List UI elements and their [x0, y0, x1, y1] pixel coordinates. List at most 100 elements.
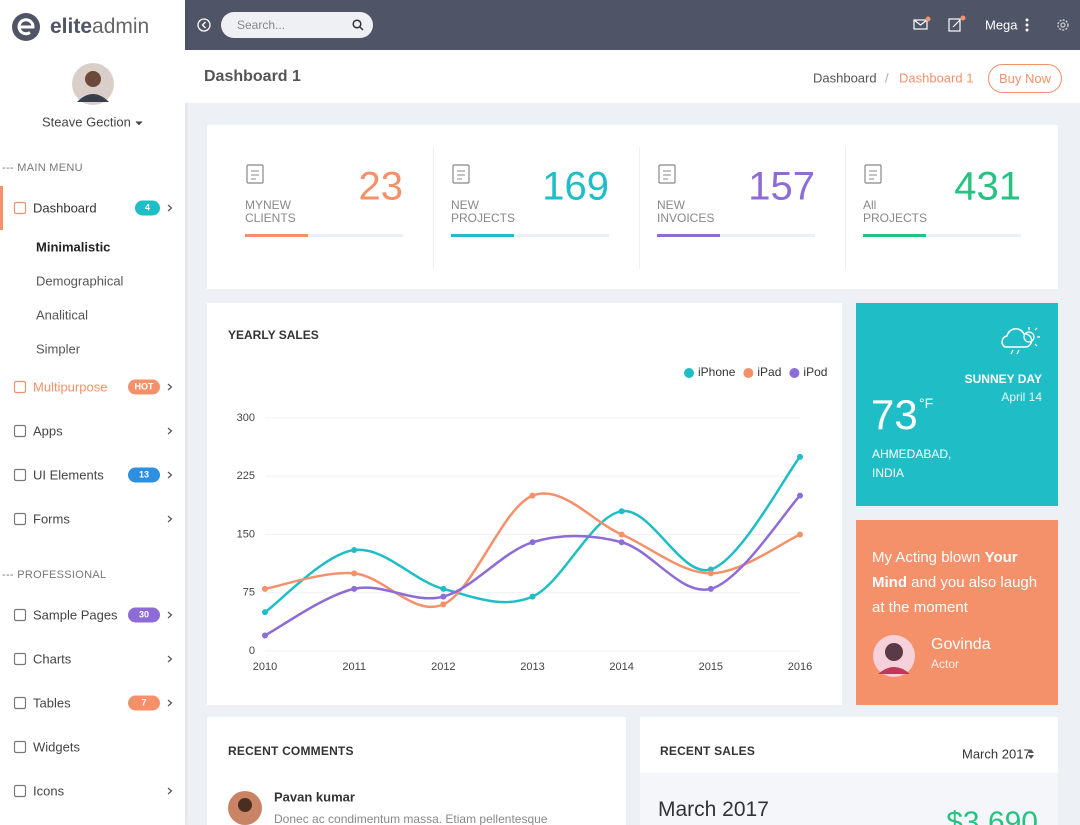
data-point: [351, 570, 358, 577]
menu-item[interactable]: Multipurpose: [33, 379, 108, 395]
chevron-icon: [167, 515, 173, 523]
user-name[interactable]: Steave Gection: [42, 115, 143, 130]
caret-icon: [135, 121, 142, 126]
menu-section-title: --- PROFESSIONAL: [2, 569, 107, 581]
notes-icon[interactable]: [947, 14, 967, 34]
line-chart: YEARLY SALES 0 75 150 225 300 2010 2011 2012 201…: [228, 328, 827, 673]
icon-shape: [452, 164, 470, 184]
submenu-item[interactable]: Simpler: [36, 341, 81, 357]
menu-item[interactable]: Apps: [33, 423, 63, 439]
weather-date: April 14: [1001, 390, 1042, 404]
recent-sales-card: RECENT SALES March 2017 March 2017 $3,69…: [640, 717, 1058, 825]
data-point: [351, 585, 358, 592]
x-tick-label: 2014: [609, 661, 633, 673]
menu-icon: [13, 512, 27, 526]
menu-icon: [13, 652, 27, 666]
search-placeholder: Search...: [237, 18, 286, 32]
submenu-item[interactable]: Minimalistic: [36, 239, 111, 255]
comment-author[interactable]: Pavan kumar: [274, 789, 355, 805]
legend-label: iPhone: [698, 365, 736, 379]
quote-author: Govinda: [931, 636, 991, 653]
menu-badge: 30: [128, 607, 160, 623]
menu-item[interactable]: Widgets: [33, 739, 80, 755]
stat-bar: [657, 234, 720, 237]
menu-item[interactable]: Charts: [33, 651, 72, 667]
weather-location: AHMEDABAD, INDIA: [872, 447, 952, 480]
menu-item[interactable]: Icons: [33, 783, 65, 799]
user-name-text: Steave Gection: [42, 114, 131, 130]
quote-card: My Acting blown Your Mind and you also l…: [856, 520, 1058, 705]
user-menu[interactable]: Mega: [985, 17, 1018, 33]
weather-condition: SUNNEY DAY: [964, 372, 1042, 386]
menu-item[interactable]: Sample Pages: [33, 607, 118, 623]
data-point: [618, 531, 625, 538]
menu-item[interactable]: Dashboard: [33, 200, 97, 216]
y-tick-label: 0: [249, 645, 255, 657]
menu-item[interactable]: UI Elements: [33, 467, 104, 483]
icon-shape: [13, 652, 27, 666]
data-point: [440, 593, 447, 600]
mail-icon[interactable]: [912, 15, 932, 33]
icon-shape: [663, 170, 671, 180]
stats-card: MYNEW CLIENTS 23 NEW PROJECTS 169 NEW INVOIC…: [207, 125, 1058, 289]
brand-name: eliteadmin: [50, 15, 149, 39]
chart-title: YEARLY SALES: [228, 328, 319, 342]
menu-item[interactable]: Tables: [33, 695, 71, 711]
menu-section-title: --- MAIN MENU: [2, 162, 83, 174]
data-point: [618, 539, 625, 546]
y-tick-label: 150: [237, 528, 255, 540]
quote-part: and you also laugh at the moment: [872, 574, 1038, 616]
period-select[interactable]: March 2017: [962, 746, 1031, 762]
weather-icon: [1001, 327, 1040, 355]
sales-summary: March 2017 $3,690: [640, 773, 1058, 825]
legend-swatch: [789, 368, 800, 378]
card-title: RECENT SALES: [660, 744, 756, 758]
buy-now-button[interactable]: Buy Now: [988, 64, 1062, 93]
stat-icon: [864, 164, 882, 184]
data-point: [529, 492, 536, 499]
menu-icon: [13, 696, 27, 710]
breadcrumb-link[interactable]: Dashboard: [813, 70, 877, 86]
stat-bar: [451, 234, 514, 237]
data-point: [262, 585, 268, 592]
chevron: [167, 611, 173, 619]
comment-avatar: [228, 791, 262, 825]
legend-swatch: [684, 368, 694, 378]
data-point: [618, 508, 625, 515]
stat-divider: [639, 147, 640, 269]
x-tick-label: 2015: [699, 661, 723, 673]
submenu-item[interactable]: Demographical: [36, 273, 124, 289]
stat-track: [451, 234, 609, 237]
icon-shape: [13, 468, 27, 482]
chevron: [167, 787, 173, 795]
settings-icon[interactable]: [1055, 17, 1071, 33]
quote-emphasis: Your Mind: [872, 549, 1018, 591]
user-avatar[interactable]: [71, 62, 115, 106]
select-arrows: [1028, 749, 1034, 759]
quote-part: My Acting blown: [872, 549, 985, 566]
page-title: Dashboard 1: [204, 68, 301, 85]
legend-swatch: [743, 368, 754, 378]
stat-divider: [845, 147, 846, 269]
quote-avatar: [873, 635, 915, 677]
chevron-icon: [167, 787, 173, 795]
sales-amount: $3,690: [946, 806, 1038, 825]
toggle-icon[interactable]: [196, 17, 212, 33]
kebab-icon[interactable]: [1024, 17, 1030, 33]
search-box[interactable]: Search...: [221, 12, 373, 38]
icon-shape: [869, 170, 877, 180]
menu-icon: [13, 608, 27, 622]
chevron-icon: [167, 611, 173, 619]
icon-shape: [251, 170, 259, 180]
active-indicator: [0, 186, 3, 230]
quote-role: Actor: [931, 657, 960, 671]
stat-label: MYNEW CLIENTS: [245, 198, 296, 225]
stat-value: 157: [748, 164, 815, 209]
breadcrumb-separator: /: [885, 70, 889, 86]
submenu-item[interactable]: Analitical: [36, 307, 89, 323]
icon-shape: [13, 512, 27, 526]
breadcrumb-current: Dashboard 1: [899, 70, 974, 86]
menu-item[interactable]: Forms: [33, 511, 70, 527]
icon-shape: [13, 696, 27, 710]
data-point: [529, 593, 536, 600]
